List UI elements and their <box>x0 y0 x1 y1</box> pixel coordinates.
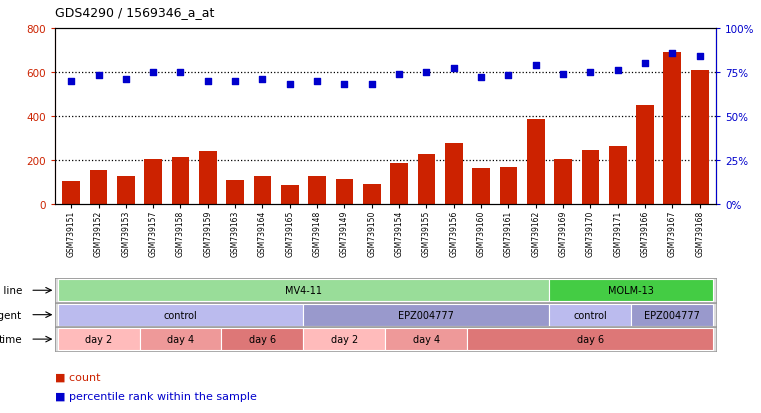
Bar <box>253 177 272 204</box>
Point <box>612 68 624 74</box>
Point <box>339 82 351 88</box>
Bar <box>554 159 572 204</box>
Bar <box>549 304 632 326</box>
Bar <box>418 155 435 204</box>
Text: ■ percentile rank within the sample: ■ percentile rank within the sample <box>55 391 256 401</box>
Point <box>119 76 132 83</box>
Bar <box>473 169 490 204</box>
Bar <box>664 53 681 204</box>
Text: day 6: day 6 <box>249 334 276 344</box>
Text: EPZ004777: EPZ004777 <box>399 310 454 320</box>
Bar <box>467 328 713 350</box>
Bar <box>581 151 599 204</box>
Bar <box>304 304 549 326</box>
Text: control: control <box>164 310 197 320</box>
Bar <box>609 146 626 204</box>
Bar <box>199 152 217 204</box>
Text: GDS4290 / 1569346_a_at: GDS4290 / 1569346_a_at <box>55 6 214 19</box>
Text: day 2: day 2 <box>85 334 112 344</box>
Point <box>202 78 214 85</box>
Point <box>256 76 269 83</box>
Text: day 2: day 2 <box>331 334 358 344</box>
Point <box>174 69 186 76</box>
Bar <box>62 181 80 204</box>
Text: EPZ004777: EPZ004777 <box>645 310 700 320</box>
Bar <box>221 328 304 350</box>
Bar <box>304 328 385 350</box>
Point <box>366 82 378 88</box>
Point <box>475 75 487 81</box>
Bar <box>145 159 162 204</box>
Bar <box>90 171 107 204</box>
Point <box>147 69 159 76</box>
Point <box>311 78 323 85</box>
Point <box>92 73 104 80</box>
Point <box>667 50 679 57</box>
Point <box>447 66 460 73</box>
Point <box>530 62 542 69</box>
Bar <box>499 168 517 204</box>
Bar <box>58 280 549 301</box>
Bar <box>691 71 708 204</box>
Point <box>693 54 705 60</box>
Bar <box>445 144 463 204</box>
Text: time: time <box>0 334 22 344</box>
Bar <box>527 120 545 204</box>
Text: MOLM-13: MOLM-13 <box>609 285 654 296</box>
Bar <box>390 164 408 204</box>
Bar <box>632 304 713 326</box>
Point <box>557 71 569 78</box>
Bar <box>281 186 298 204</box>
Text: day 4: day 4 <box>167 334 194 344</box>
Bar <box>172 157 189 204</box>
Text: agent: agent <box>0 310 22 320</box>
Bar <box>58 328 139 350</box>
Bar <box>363 185 380 204</box>
Point <box>65 78 78 85</box>
Point <box>393 71 405 78</box>
Text: cell line: cell line <box>0 285 22 296</box>
Point <box>420 69 432 76</box>
Bar <box>139 328 221 350</box>
Text: MV4-11: MV4-11 <box>285 285 322 296</box>
Bar <box>636 106 654 204</box>
Bar <box>117 177 135 204</box>
Point <box>639 61 651 67</box>
Text: control: control <box>574 310 607 320</box>
Bar <box>58 304 304 326</box>
Point <box>284 82 296 88</box>
Point <box>229 78 241 85</box>
Text: day 6: day 6 <box>577 334 604 344</box>
Bar <box>385 328 467 350</box>
Point <box>584 69 597 76</box>
Text: ■ count: ■ count <box>55 372 100 382</box>
Bar <box>336 179 353 204</box>
Bar <box>226 180 244 204</box>
Bar <box>549 280 713 301</box>
Point <box>502 73 514 80</box>
Text: day 4: day 4 <box>413 334 440 344</box>
Bar <box>308 177 326 204</box>
